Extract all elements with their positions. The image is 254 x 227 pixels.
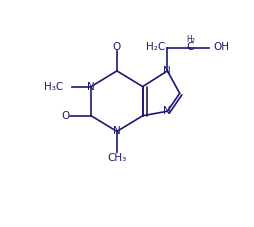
- Text: CH₃: CH₃: [107, 153, 126, 163]
- Text: O: O: [61, 111, 69, 121]
- Text: N: N: [164, 106, 171, 116]
- Text: H₂: H₂: [186, 35, 195, 44]
- Text: O: O: [113, 42, 121, 52]
- Text: N: N: [87, 81, 95, 91]
- Text: H₂C: H₂C: [146, 42, 166, 52]
- Text: N: N: [164, 66, 171, 76]
- Text: C: C: [186, 42, 194, 52]
- Text: H₃C: H₃C: [44, 81, 63, 91]
- Text: N: N: [113, 126, 121, 136]
- Text: OH: OH: [213, 42, 229, 52]
